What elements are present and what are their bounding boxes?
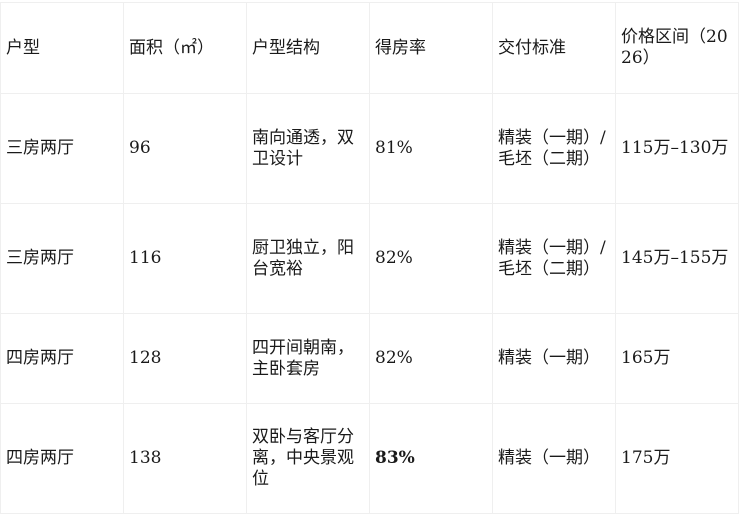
price-cell: 175万 [615, 403, 739, 514]
table-row: 三房两厅 116 厨卫独立，阳台宽裕 82% 精装（一期）/毛坯（二期） 145… [0, 203, 739, 314]
price-cell: 145万–155万 [615, 203, 739, 314]
ratio-cell: 81% [369, 93, 493, 204]
area-cell: 128 [123, 313, 247, 404]
ratio-cell: 82% [369, 203, 493, 314]
structure-cell: 四开间朝南，主卧套房 [246, 313, 370, 404]
ratio-cell: 83% [369, 403, 493, 514]
table-row: 四房两厅 138 双卧与客厅分离，中央景观位 83% 精装（一期） 175万 [0, 403, 739, 514]
ratio-bold: 83% [375, 448, 415, 468]
structure-cell: 双卧与客厅分离，中央景观位 [246, 403, 370, 514]
header-row: 户型 面积（㎡） 户型结构 得房率 交付标准 价格区间（2026） [0, 2, 739, 94]
delivery-cell: 精装（一期）/毛坯（二期） [492, 93, 616, 204]
type-cell: 四房两厅 [0, 313, 124, 404]
area-cell: 116 [123, 203, 247, 314]
price-cell: 115万–130万 [615, 93, 739, 204]
delivery-cell: 精装（一期）/毛坯（二期） [492, 203, 616, 314]
table-row: 四房两厅 128 四开间朝南，主卧套房 82% 精装（一期） 165万 [0, 313, 739, 404]
price-cell: 165万 [615, 313, 739, 404]
delivery-cell: 精装（一期） [492, 313, 616, 404]
header-cell: 户型结构 [246, 2, 370, 94]
structure-cell: 南向通透，双卫设计 [246, 93, 370, 204]
delivery-cell: 精装（一期） [492, 403, 616, 514]
structure-cell: 厨卫独立，阳台宽裕 [246, 203, 370, 314]
area-cell: 96 [123, 93, 247, 204]
header-cell: 价格区间（2026） [615, 2, 739, 94]
type-cell: 三房两厅 [0, 203, 124, 314]
header-cell: 户型 [0, 2, 124, 94]
header-cell: 面积（㎡） [123, 2, 247, 94]
area-cell: 138 [123, 403, 247, 514]
header-cell: 交付标准 [492, 2, 616, 94]
ratio-cell: 82% [369, 313, 493, 404]
type-cell: 三房两厅 [0, 93, 124, 204]
table-row: 三房两厅 96 南向通透，双卫设计 81% 精装（一期）/毛坯（二期） 115万… [0, 93, 739, 204]
header-cell: 得房率 [369, 2, 493, 94]
type-cell: 四房两厅 [0, 403, 124, 514]
